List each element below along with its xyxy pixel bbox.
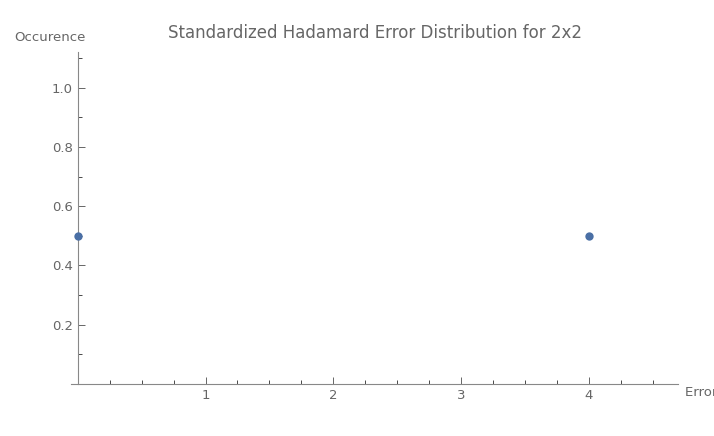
Point <box>72 232 84 239</box>
Title: Standardized Hadamard Error Distribution for 2x2: Standardized Hadamard Error Distribution… <box>168 24 582 42</box>
Text: Error Value: Error Value <box>685 386 714 399</box>
Point <box>583 232 595 239</box>
Text: Occurence: Occurence <box>14 31 86 44</box>
